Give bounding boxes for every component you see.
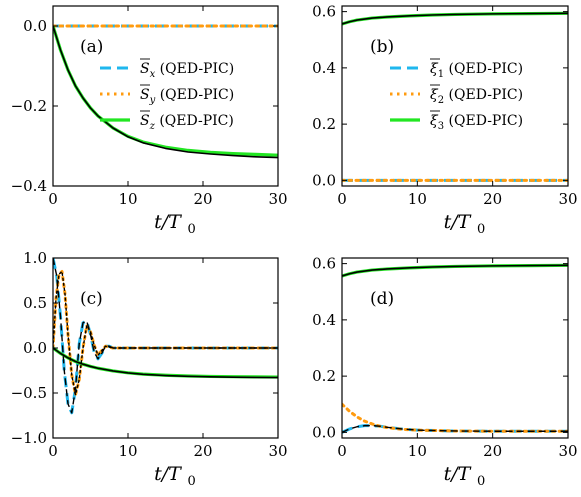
series-line-theory — [53, 347, 278, 379]
x-tick-label: 10 — [408, 442, 427, 460]
y-tick-label: −0.2 — [11, 97, 47, 115]
x-tick-label: 20 — [193, 442, 212, 460]
series-line-theory — [53, 25, 278, 159]
y-tick-label: 0.0 — [312, 423, 336, 441]
panel-a: 0 10 20 30 0.0 −0.2 −0.4 t/T 0 (a) Sx (QED-PIC) Sy … — [11, 5, 288, 237]
y-tick-label: −0.5 — [11, 384, 47, 402]
x-tick-label: 10 — [118, 190, 137, 208]
x-tick-label: 20 — [483, 442, 502, 460]
x-axis-label: t/T — [154, 211, 182, 233]
x-axis-label-subscript: 0 — [477, 222, 485, 237]
legend-entry: ξ3 (QED-PIC) — [430, 113, 523, 132]
series-line-theory — [342, 264, 568, 277]
x-axis-label-subscript: 0 — [188, 474, 196, 489]
y-tick-label: 0.2 — [312, 367, 336, 385]
x-axis-label: t/T — [444, 211, 472, 233]
legend-entry: Sz (QED-PIC) — [140, 113, 234, 132]
x-tick-label: 0 — [337, 190, 347, 208]
x-tick-label: 30 — [558, 190, 577, 208]
series-group — [53, 24, 278, 159]
x-axis-label: t/T — [444, 463, 472, 485]
y-tick-label: 0.4 — [312, 59, 336, 77]
panel-d: 0 10 20 30 0.0 0.2 0.4 0.6 t/T 0 (d) — [312, 255, 577, 489]
legend-entry: Sy (QED-PIC) — [140, 87, 234, 106]
x-axis-label-subscript: 0 — [188, 222, 196, 237]
panel-c: 0 10 20 30 1.0 0.5 0.0 −0.5 −1.0 t/T 0 (c) — [11, 249, 288, 489]
y-tick-label: 0.6 — [312, 255, 336, 273]
x-tick-label: 20 — [193, 190, 212, 208]
y-tick-label: 0.0 — [312, 171, 336, 189]
legend: Sx (QED-PIC) Sy (QED-PIC) Sz (QED-PIC) — [100, 58, 234, 132]
y-tick-label: 0.2 — [312, 115, 336, 133]
x-tick-label: 0 — [48, 442, 58, 460]
legend-entry: ξ1 (QED-PIC) — [430, 61, 523, 80]
panel-label: (b) — [370, 37, 394, 57]
series-group — [342, 11, 568, 182]
axes-frame — [341, 257, 569, 439]
legend: ξ1 (QED-PIC) ξ2 (QED-PIC) ξ3 (QED-PIC) — [390, 58, 523, 132]
series-line-x — [53, 258, 278, 415]
y-tick-label: −1.0 — [11, 429, 47, 447]
x-axis-label: t/T — [154, 463, 182, 485]
x-axis-label-subscript: 0 — [477, 474, 485, 489]
x-tick-label: 10 — [408, 190, 427, 208]
x-tick-label: 20 — [483, 190, 502, 208]
x-tick-label: 0 — [337, 442, 347, 460]
x-tick-label: 0 — [48, 190, 58, 208]
y-tick-label: −0.4 — [11, 177, 47, 195]
axes-frame — [341, 5, 569, 187]
axes-frame — [52, 5, 279, 187]
y-tick-label: 0.5 — [23, 294, 47, 312]
legend-entry: Sx (QED-PIC) — [140, 61, 234, 80]
series-line-theory_dash — [342, 424, 568, 434]
panel-label: (a) — [80, 37, 103, 57]
series-group — [342, 263, 568, 434]
x-tick-label: 30 — [268, 190, 287, 208]
series-line-z — [53, 346, 278, 379]
series-group — [53, 258, 278, 415]
panel-b: 0 10 20 30 0.0 0.2 0.4 0.6 t/T 0 (b) ξ1 (QED-PIC) ξ2… — [312, 3, 577, 237]
x-tick-label: 30 — [268, 442, 287, 460]
y-tick-label: 0.4 — [312, 311, 336, 329]
x-tick-label: 10 — [118, 442, 137, 460]
series-line-theory_dash — [53, 258, 278, 414]
x-tick-label: 30 — [558, 442, 577, 460]
panel-label: (c) — [80, 289, 103, 309]
legend-entry: ξ2 (QED-PIC) — [430, 87, 523, 106]
series-line-theory_dot — [53, 270, 278, 396]
y-tick-label: 1.0 — [23, 249, 47, 267]
y-tick-label: 0.6 — [312, 3, 336, 21]
y-tick-label: 0.0 — [23, 339, 47, 357]
series-line-theory — [342, 12, 568, 25]
y-tick-label: 0.0 — [23, 17, 47, 35]
panel-label: (d) — [370, 289, 394, 309]
